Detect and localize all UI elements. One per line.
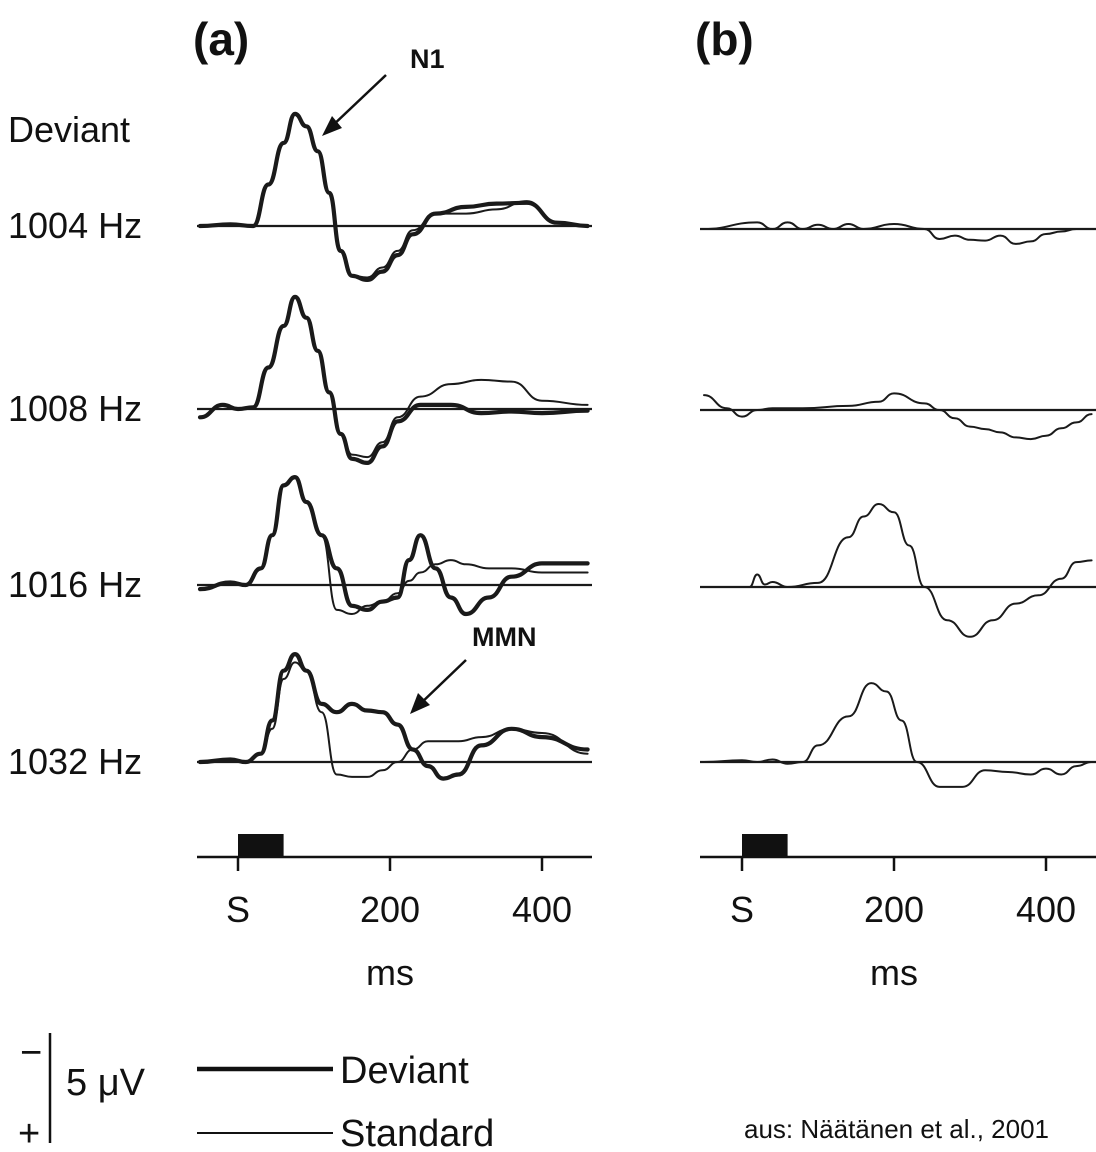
- row-title-deviant: Deviant: [8, 109, 130, 150]
- tick-label: 400: [512, 889, 572, 930]
- scale-bar-value: 5 μV: [66, 1062, 146, 1104]
- panel-a: (a) Deviant 1004 Hz 1008 Hz 1016 Hz 1032 Hz…: [8, 13, 592, 993]
- panel-b: (b) S 200 400 ms: [695, 13, 1096, 993]
- row-label: 1032 Hz: [8, 741, 142, 782]
- stimulus-marker: [742, 834, 788, 857]
- trace-deviant: [197, 111, 590, 282]
- annotation-mmn-arrow-line: [417, 659, 467, 707]
- row-b-0: [700, 221, 1096, 245]
- row-label: 1004 Hz: [8, 205, 142, 246]
- stimulus-marker: [238, 834, 284, 857]
- legend-label-deviant: Deviant: [340, 1050, 469, 1092]
- row-a-3: 1032 Hz: [8, 652, 592, 782]
- trace-difference: [703, 503, 1093, 638]
- trace-standard: [199, 295, 589, 459]
- trace-deviant: [197, 652, 590, 781]
- annotation-mmn: MMN: [472, 622, 536, 652]
- trace-deviant: [197, 294, 590, 465]
- row-b-3: [700, 682, 1096, 788]
- source-credit: aus: Näätänen et al., 2001: [744, 1114, 1049, 1144]
- trace-standard: [199, 476, 589, 615]
- legend: Deviant Standard: [197, 1050, 494, 1152]
- row-a-2: 1016 Hz: [8, 475, 592, 617]
- panel-a-letter: (a): [193, 13, 249, 65]
- row-label: 1008 Hz: [8, 388, 142, 429]
- scale-bar-bottom-sign: +: [18, 1113, 40, 1152]
- trace-difference: [703, 221, 1093, 245]
- axis-unit-label: ms: [366, 952, 414, 993]
- panel-b-letter: (b): [695, 13, 754, 65]
- panel-a-annotations: N1 MMN: [322, 44, 536, 714]
- tick-label: 200: [864, 889, 924, 930]
- annotation-mmn-arrowhead: [410, 693, 430, 714]
- row-a-1: 1008 Hz: [8, 294, 592, 465]
- tick-label: 200: [360, 889, 420, 930]
- trace-difference: [703, 682, 1093, 788]
- tick-label: S: [730, 889, 754, 930]
- annotation-n1-arrow-line: [329, 74, 387, 129]
- annotation-n1-arrowhead: [322, 116, 342, 136]
- row-label: 1016 Hz: [8, 564, 142, 605]
- tick-label: 400: [1016, 889, 1076, 930]
- row-b-2: [700, 503, 1096, 638]
- voltage-scale-bar: − 5 μV +: [18, 1032, 146, 1152]
- scale-bar-top-sign: −: [20, 1032, 42, 1074]
- annotation-n1: N1: [410, 44, 445, 74]
- row-a-0: 1004 Hz: [8, 111, 592, 282]
- trace-standard: [199, 661, 589, 778]
- tick-label: S: [226, 889, 250, 930]
- panel-a-rows: 1004 Hz 1008 Hz 1016 Hz 1032 Hz: [8, 111, 592, 782]
- trace-difference: [703, 392, 1093, 441]
- axis-unit-label: ms: [870, 952, 918, 993]
- panel-b-rows: [700, 221, 1096, 788]
- legend-label-standard: Standard: [340, 1113, 494, 1152]
- trace-standard: [199, 112, 589, 279]
- panel-b-time-axis: S 200 400 ms: [700, 834, 1096, 993]
- panel-a-time-axis: S 200 400 ms: [197, 834, 592, 993]
- row-b-1: [700, 392, 1096, 441]
